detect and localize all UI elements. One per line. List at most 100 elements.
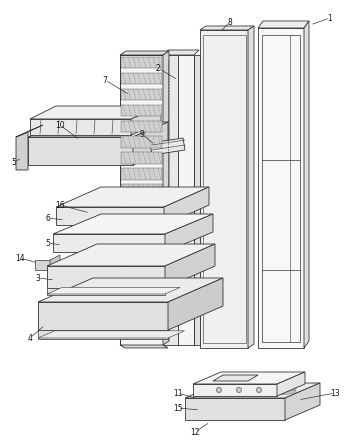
- Polygon shape: [282, 390, 296, 395]
- Polygon shape: [185, 398, 285, 420]
- Text: 10: 10: [55, 121, 65, 129]
- Polygon shape: [121, 168, 162, 180]
- Text: 5: 5: [12, 158, 16, 167]
- Polygon shape: [121, 152, 162, 164]
- Polygon shape: [53, 214, 213, 234]
- Polygon shape: [47, 244, 215, 266]
- Polygon shape: [133, 122, 168, 165]
- Polygon shape: [120, 345, 168, 348]
- Polygon shape: [47, 266, 165, 288]
- Polygon shape: [214, 390, 228, 395]
- Polygon shape: [131, 106, 161, 135]
- Polygon shape: [35, 260, 50, 270]
- Polygon shape: [277, 372, 305, 396]
- Polygon shape: [120, 51, 169, 55]
- Text: 4: 4: [28, 333, 33, 343]
- Polygon shape: [38, 278, 223, 302]
- Polygon shape: [121, 89, 162, 100]
- Polygon shape: [168, 278, 223, 330]
- Polygon shape: [285, 383, 320, 420]
- Polygon shape: [231, 382, 245, 387]
- Polygon shape: [265, 386, 279, 391]
- Polygon shape: [165, 214, 213, 252]
- Polygon shape: [213, 375, 258, 381]
- Polygon shape: [248, 382, 262, 387]
- Polygon shape: [282, 386, 296, 391]
- Polygon shape: [163, 50, 199, 55]
- Text: 15: 15: [173, 404, 183, 413]
- Text: 2: 2: [156, 64, 160, 73]
- Polygon shape: [163, 51, 169, 345]
- Polygon shape: [53, 234, 165, 252]
- Polygon shape: [178, 55, 194, 345]
- Polygon shape: [56, 187, 209, 207]
- Polygon shape: [121, 295, 162, 307]
- Polygon shape: [231, 386, 245, 391]
- Polygon shape: [304, 21, 309, 348]
- Polygon shape: [30, 106, 161, 119]
- Polygon shape: [214, 386, 228, 391]
- Polygon shape: [248, 390, 262, 395]
- Circle shape: [237, 388, 242, 392]
- Polygon shape: [28, 122, 168, 137]
- Polygon shape: [121, 280, 162, 291]
- Polygon shape: [121, 137, 162, 148]
- Circle shape: [257, 388, 261, 392]
- Polygon shape: [150, 138, 185, 155]
- Polygon shape: [47, 288, 180, 294]
- Polygon shape: [258, 21, 309, 28]
- Polygon shape: [185, 383, 320, 398]
- Polygon shape: [121, 73, 162, 84]
- Polygon shape: [47, 288, 165, 295]
- Text: 16: 16: [55, 201, 65, 210]
- Text: 8: 8: [228, 17, 232, 26]
- Polygon shape: [258, 28, 304, 348]
- Polygon shape: [163, 55, 178, 345]
- Polygon shape: [265, 382, 279, 387]
- Polygon shape: [121, 248, 162, 259]
- Polygon shape: [121, 184, 162, 195]
- Polygon shape: [120, 55, 163, 345]
- Polygon shape: [121, 327, 162, 339]
- Polygon shape: [38, 331, 184, 338]
- Polygon shape: [194, 55, 200, 345]
- Polygon shape: [231, 390, 245, 395]
- Polygon shape: [282, 382, 296, 387]
- Polygon shape: [193, 384, 277, 396]
- Polygon shape: [200, 30, 248, 348]
- Text: 9: 9: [140, 129, 145, 138]
- Polygon shape: [193, 372, 305, 384]
- Polygon shape: [265, 390, 279, 395]
- Polygon shape: [121, 121, 162, 132]
- Polygon shape: [16, 132, 28, 170]
- Polygon shape: [38, 302, 168, 330]
- Text: 5: 5: [46, 238, 50, 247]
- Polygon shape: [248, 26, 254, 348]
- Polygon shape: [121, 216, 162, 227]
- Polygon shape: [38, 330, 168, 339]
- Text: 7: 7: [103, 76, 107, 85]
- Text: 14: 14: [15, 254, 25, 263]
- Polygon shape: [16, 125, 43, 137]
- Text: 3: 3: [36, 273, 41, 283]
- Polygon shape: [214, 382, 228, 387]
- Polygon shape: [50, 255, 60, 270]
- Polygon shape: [164, 187, 209, 225]
- Polygon shape: [121, 263, 162, 275]
- Polygon shape: [121, 57, 162, 69]
- Text: 12: 12: [190, 427, 200, 436]
- Polygon shape: [200, 26, 254, 30]
- Text: 13: 13: [330, 388, 340, 397]
- Polygon shape: [121, 311, 162, 323]
- Polygon shape: [248, 386, 262, 391]
- Text: 11: 11: [173, 388, 183, 397]
- Polygon shape: [121, 200, 162, 211]
- Polygon shape: [30, 119, 131, 135]
- Polygon shape: [121, 105, 162, 116]
- Polygon shape: [121, 232, 162, 243]
- Polygon shape: [165, 244, 215, 288]
- Text: 6: 6: [46, 214, 50, 223]
- Polygon shape: [56, 207, 164, 225]
- Text: 1: 1: [328, 13, 332, 22]
- Circle shape: [217, 388, 222, 392]
